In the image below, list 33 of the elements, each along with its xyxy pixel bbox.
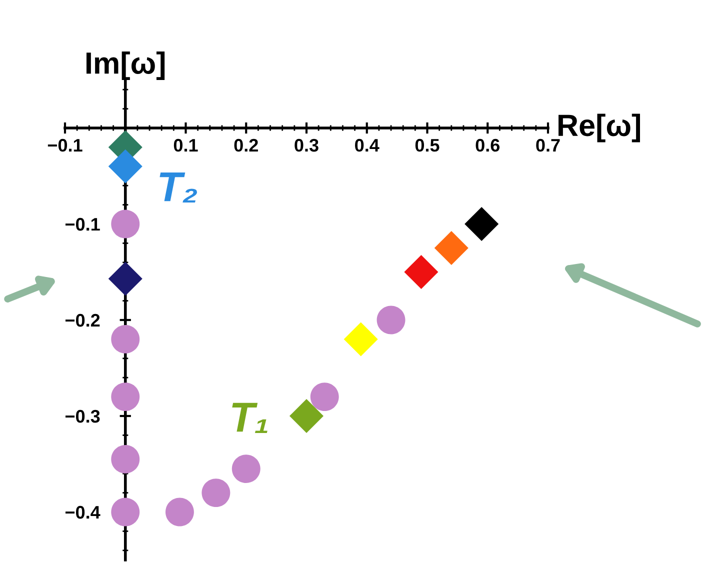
x-tick-label: 0.2 xyxy=(234,138,258,152)
x-tick-label: 0.5 xyxy=(415,138,440,152)
point xyxy=(434,230,468,266)
point xyxy=(108,262,142,296)
point xyxy=(376,306,406,334)
y-axis-title: Im[ω] xyxy=(86,52,165,80)
x-tick-label: 0.1 xyxy=(174,138,198,152)
point xyxy=(111,444,140,474)
x-tick-label: −0.1 xyxy=(48,138,82,152)
point xyxy=(111,382,140,412)
x-tick-label: 0.3 xyxy=(294,138,318,152)
x-tick-label: 0.4 xyxy=(355,138,380,152)
point xyxy=(464,206,499,242)
point xyxy=(202,478,230,508)
y-tick-label: −0.4 xyxy=(65,506,100,519)
point xyxy=(108,149,142,184)
point xyxy=(404,254,438,290)
point xyxy=(111,498,140,526)
point xyxy=(111,210,140,238)
y-tick-label: −0.1 xyxy=(65,218,100,231)
point xyxy=(344,322,378,356)
y-tick-label: −0.2 xyxy=(65,314,100,327)
x-tick-label: 0.6 xyxy=(476,138,500,152)
annotation: T₁ xyxy=(232,402,268,433)
y-tick-label: −0.3 xyxy=(65,410,100,423)
point xyxy=(165,498,194,526)
point xyxy=(232,454,260,484)
point xyxy=(310,382,339,412)
annotation: T₂ xyxy=(160,172,198,203)
x-tick-label: 0.7 xyxy=(536,138,560,152)
x-axis-title: Re[ω] xyxy=(558,114,640,142)
point xyxy=(111,324,140,354)
point xyxy=(289,398,324,434)
